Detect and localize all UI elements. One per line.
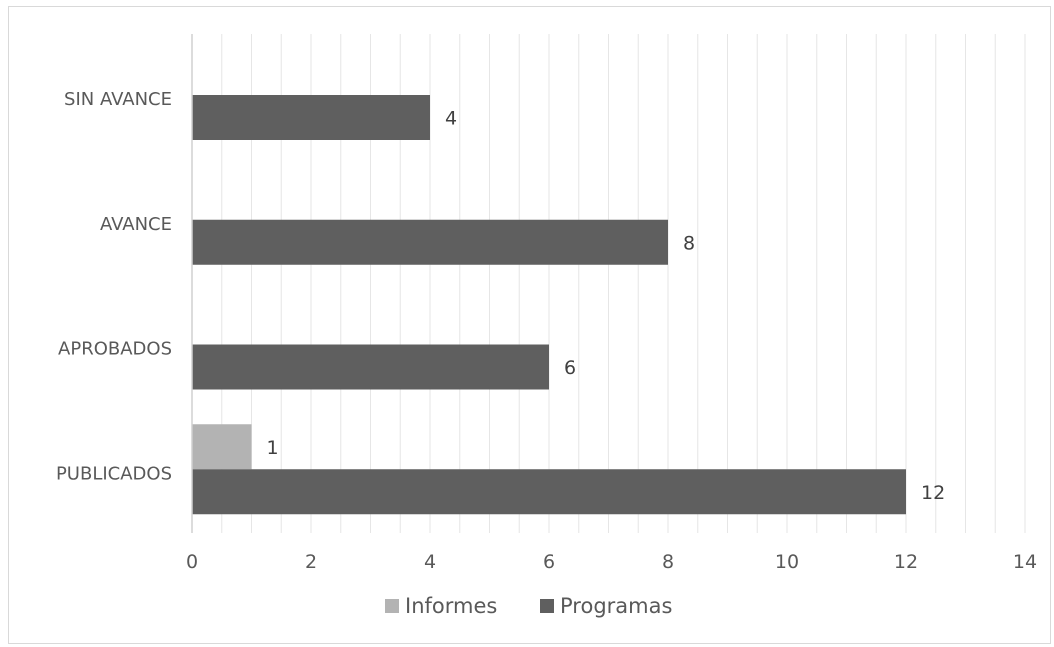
bar: [192, 469, 906, 515]
category-label: SIN AVANCE: [64, 89, 172, 110]
x-tick-label: 4: [424, 551, 436, 573]
x-tick-label: 2: [305, 551, 317, 573]
data-label: 1: [267, 437, 279, 459]
x-tick-label: 0: [186, 551, 198, 573]
category-label: AVANCE: [100, 214, 172, 235]
bar: [192, 95, 430, 140]
category-label: PUBLICADOS: [56, 463, 172, 484]
data-label: 4: [445, 108, 457, 130]
x-tick-label: 6: [543, 551, 555, 573]
bar: [192, 219, 668, 265]
x-tick-label: 8: [662, 551, 674, 573]
legend-swatch: [540, 599, 554, 613]
data-label: 6: [564, 357, 576, 379]
x-tick-label: 12: [894, 551, 918, 573]
legend-swatch: [385, 599, 399, 613]
gridlines: [221, 34, 1026, 533]
data-label: 12: [921, 482, 945, 504]
x-tick-label: 14: [1013, 551, 1037, 573]
bars: [192, 95, 906, 515]
data-label: 8: [683, 232, 695, 254]
bar: [192, 344, 549, 390]
bar: [192, 424, 252, 470]
legend-label: Informes: [405, 594, 497, 618]
data-labels: 4 8 6 1 12: [267, 108, 946, 504]
legend: Informes Programas: [385, 594, 672, 618]
x-tick-label: 10: [775, 551, 799, 573]
chart-frame: [8, 6, 1051, 644]
legend-label: Programas: [560, 594, 672, 618]
category-label: APROBADOS: [58, 339, 172, 360]
